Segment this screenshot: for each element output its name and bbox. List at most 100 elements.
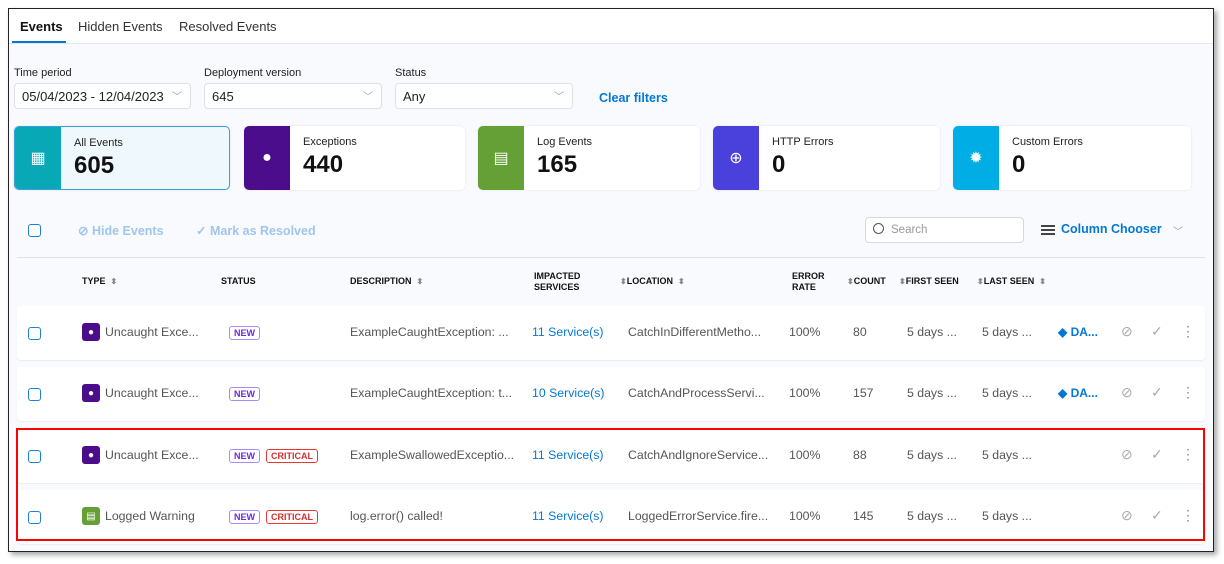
card-all-events[interactable]: ▦ All Events 605 [14, 126, 230, 190]
impacted-services-link[interactable]: 11 Service(s) [532, 509, 604, 523]
card-exceptions[interactable]: ● Exceptions 440 [244, 126, 465, 190]
jira-link[interactable]: ◆ DA... [1058, 325, 1098, 339]
eye-off-icon: ⊘ [78, 224, 89, 238]
document-icon: ▤ [82, 507, 100, 525]
mark-resolved-button[interactable]: ✓ Mark as Resolved [196, 223, 316, 238]
description-cell: ExampleCaughtException: t... [350, 386, 512, 400]
hide-icon[interactable]: ⊘ [1121, 507, 1133, 523]
location-cell: CatchInDifferentMetho... [628, 325, 762, 339]
menu-icon [1041, 223, 1055, 237]
card-http-errors[interactable]: ⊕ HTTP Errors 0 [713, 126, 940, 190]
new-badge: NEW [229, 510, 260, 524]
card-label: Exceptions [303, 136, 357, 148]
search-input[interactable]: Search [865, 217, 1024, 243]
impacted-services-link[interactable]: 11 Service(s) [532, 448, 604, 462]
count-cell: 145 [853, 509, 874, 523]
new-badge: NEW [229, 449, 260, 463]
impacted-services-link[interactable]: 11 Service(s) [532, 325, 604, 339]
new-badge: NEW [229, 387, 260, 401]
col-type[interactable]: TYPE ⬍ [82, 276, 118, 286]
resolve-check-icon[interactable]: ✓ [1151, 323, 1163, 339]
table-row[interactable]: ● Uncaught Exce... NEW ExampleCaughtExce… [17, 306, 1205, 360]
check-icon: ✓ [196, 224, 207, 238]
col-count[interactable]: ⬍COUNT [847, 276, 886, 286]
count-cell: 88 [853, 448, 867, 462]
table-row[interactable]: ● Uncaught Exce... NEW ExampleCaughtExce… [17, 367, 1205, 421]
flame-gear-icon: ✹ [953, 126, 999, 190]
card-value: 0 [1012, 151, 1026, 178]
resolve-check-icon[interactable]: ✓ [1151, 384, 1163, 400]
col-status: STATUS [221, 276, 256, 286]
card-label: Log Events [537, 136, 593, 148]
more-options-icon[interactable]: ⋮ [1181, 446, 1195, 462]
row-checkbox[interactable] [28, 450, 41, 463]
impacted-services-link[interactable]: 10 Service(s) [532, 386, 605, 400]
count-cell: 80 [853, 325, 867, 339]
jira-key: DA... [1070, 386, 1098, 400]
type-cell: Uncaught Exce... [105, 448, 199, 462]
row-checkbox[interactable] [28, 511, 41, 524]
col-description[interactable]: DESCRIPTION ⬍ [350, 276, 424, 286]
tab-bar: Events Hidden Events Resolved Events [9, 9, 1213, 44]
first-seen-cell: 5 days ... [907, 325, 957, 339]
flame-icon: ● [244, 126, 290, 190]
card-value: 605 [74, 152, 115, 179]
jira-link[interactable]: ◆ DA... [1058, 386, 1098, 400]
resolve-check-icon[interactable]: ✓ [1151, 507, 1163, 523]
card-label: Custom Errors [1012, 136, 1083, 148]
hide-events-button[interactable]: ⊘ Hide Events [78, 223, 164, 238]
highlight-box [16, 428, 1205, 541]
critical-badge: CRITICAL [266, 449, 318, 463]
hide-events-label: Hide Events [91, 224, 164, 238]
search-placeholder: Search [891, 224, 928, 236]
more-options-icon[interactable]: ⋮ [1181, 507, 1195, 523]
more-options-icon[interactable]: ⋮ [1181, 323, 1195, 339]
time-period-select[interactable]: 05/04/2023 - 12/04/2023 ﹀ [14, 83, 191, 109]
active-tab-indicator [12, 41, 66, 43]
deployment-version-select[interactable]: 645 ﹀ [204, 83, 382, 109]
mark-resolved-label: Mark as Resolved [209, 224, 316, 238]
chevron-down-icon[interactable]: ﹀ [1173, 227, 1183, 238]
col-first-seen[interactable]: ⬍FIRST SEEN [899, 276, 959, 286]
hide-icon[interactable]: ⊘ [1121, 384, 1133, 400]
tab-resolved-events[interactable]: Resolved Events [179, 19, 277, 34]
divider [17, 257, 1205, 258]
hide-icon[interactable]: ⊘ [1121, 446, 1133, 462]
card-value: 0 [772, 151, 786, 178]
first-seen-cell: 5 days ... [907, 448, 957, 462]
jira-key: DA... [1070, 325, 1098, 339]
new-badge: NEW [229, 326, 260, 340]
sort-icon: ⬍ [678, 277, 685, 286]
tab-events[interactable]: Events [20, 19, 63, 34]
more-options-icon[interactable]: ⋮ [1181, 384, 1195, 400]
select-all-checkbox[interactable] [28, 224, 41, 237]
status-value: Any [403, 89, 426, 104]
type-cell: Uncaught Exce... [105, 325, 199, 339]
card-log-events[interactable]: ▤ Log Events 165 [478, 126, 700, 190]
card-custom-errors[interactable]: ✹ Custom Errors 0 [953, 126, 1191, 190]
clear-filters-link[interactable]: Clear filters [599, 91, 668, 105]
first-seen-cell: 5 days ... [907, 509, 957, 523]
table-row[interactable]: ● Uncaught Exce... NEW CRITICAL ExampleSw… [17, 429, 1205, 483]
table-row[interactable]: ▤ Logged Warning NEW CRITICAL log.error()… [17, 490, 1205, 544]
row-checkbox[interactable] [28, 327, 41, 340]
column-chooser-button[interactable]: Column Chooser [1041, 222, 1162, 237]
description-cell: ExampleSwallowedExceptio... [350, 448, 515, 462]
error-rate-cell: 100% [789, 325, 821, 339]
column-chooser-label: Column Chooser [1061, 222, 1162, 236]
resolve-check-icon[interactable]: ✓ [1151, 446, 1163, 462]
flame-icon: ● [82, 446, 100, 464]
col-location[interactable]: ⬍LOCATION ⬍ [620, 276, 685, 286]
sort-icon: ⬍ [416, 277, 424, 286]
row-checkbox[interactable] [28, 388, 41, 401]
col-last-seen[interactable]: ⬍LAST SEEN ⬍ [977, 276, 1046, 286]
sort-icon: ⬍ [1039, 277, 1046, 286]
tab-hidden-events[interactable]: Hidden Events [78, 19, 163, 34]
hide-icon[interactable]: ⊘ [1121, 323, 1133, 339]
description-cell: log.error() called! [350, 509, 443, 523]
grid-icon: ▦ [15, 127, 61, 189]
last-seen-cell: 5 days ... [982, 509, 1032, 523]
chevron-down-icon: ﹀ [363, 92, 373, 103]
location-cell: LoggedErrorService.fire... [628, 509, 769, 523]
status-select[interactable]: Any ﹀ [395, 83, 573, 109]
